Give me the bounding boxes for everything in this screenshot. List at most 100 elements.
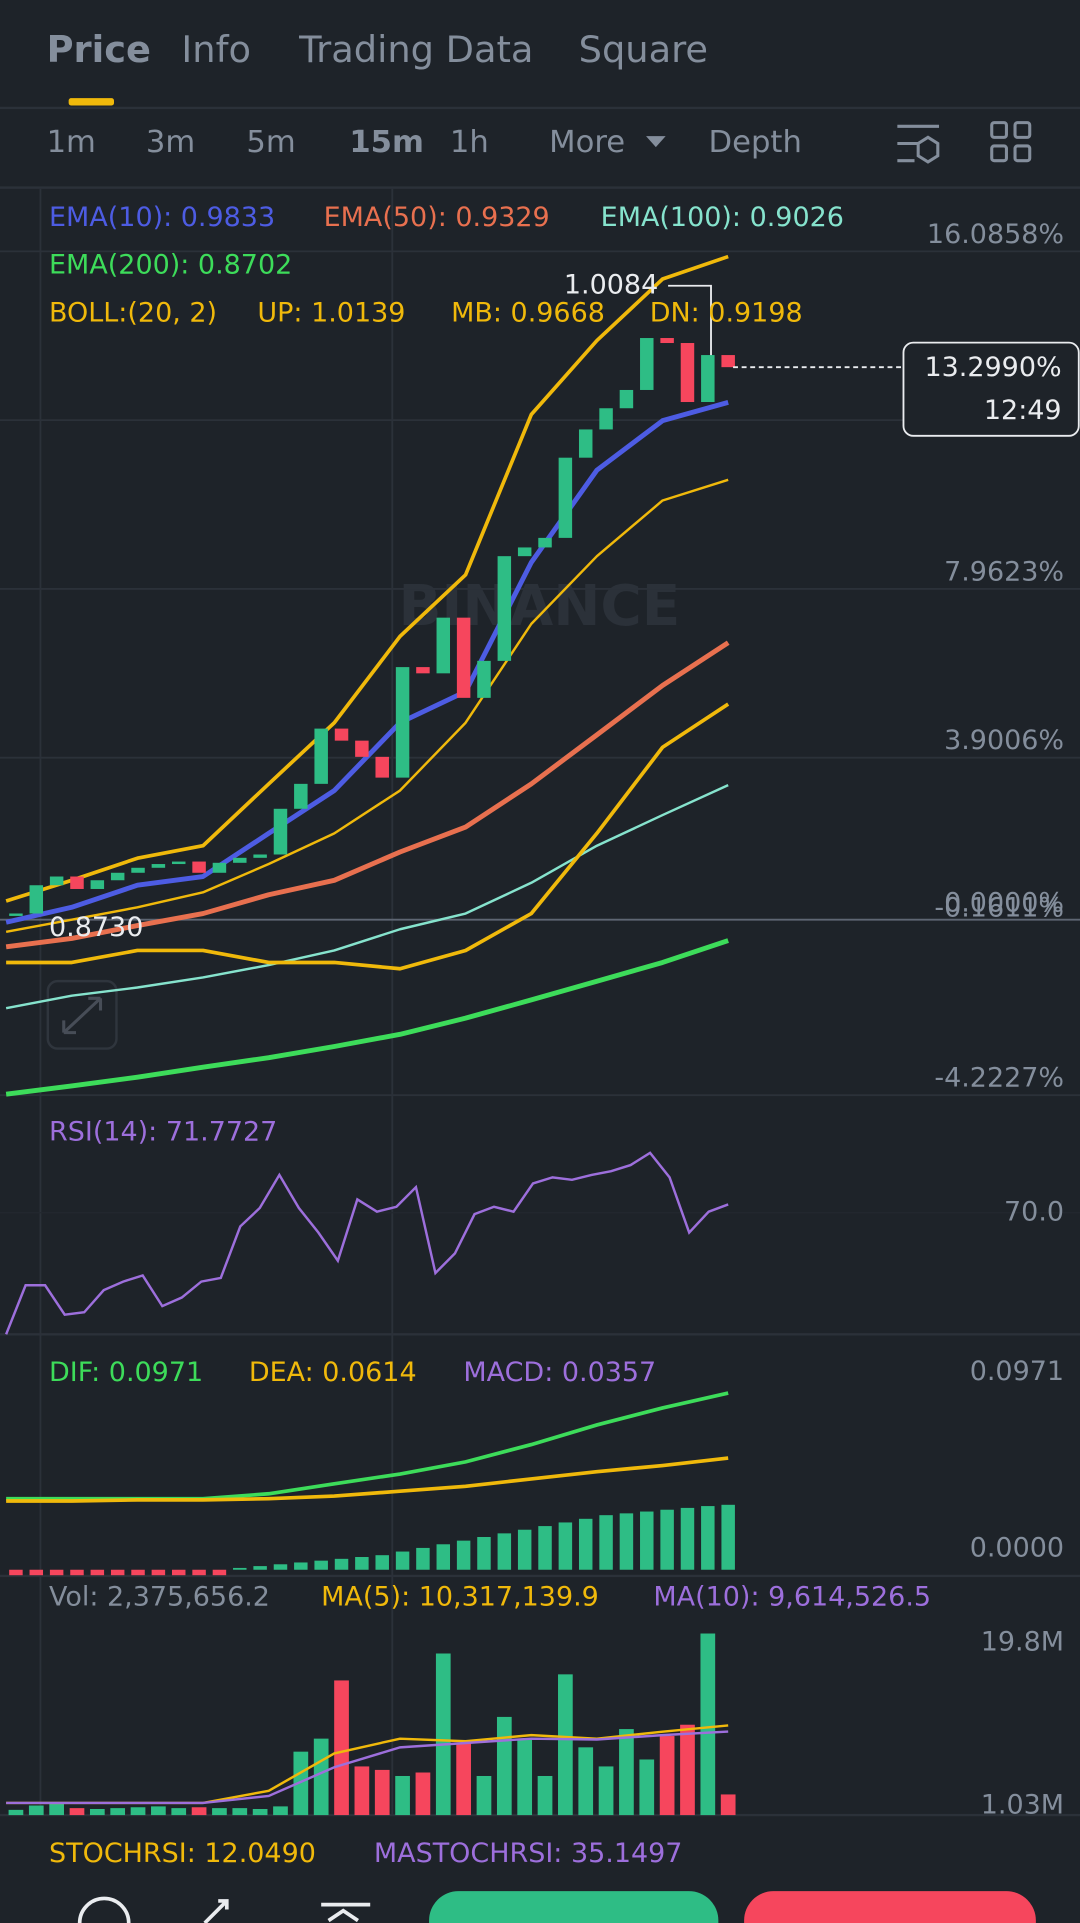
- legend-entry: DEA: 0.0614: [249, 1357, 417, 1388]
- volume-bar: [496, 1716, 512, 1816]
- chart-settings-icon[interactable]: [897, 124, 940, 164]
- macd-bar: [416, 1547, 430, 1570]
- macd-bar: [110, 1569, 125, 1576]
- sell-button[interactable]: [744, 1891, 1036, 1923]
- macd-bar: [253, 1566, 267, 1570]
- high-marker-line: [668, 284, 712, 356]
- volume-bar: [232, 1808, 248, 1816]
- y-tick-label: 1.03M: [981, 1790, 1064, 1821]
- candle: [619, 389, 634, 409]
- candle: [477, 660, 491, 698]
- y-tick-label: 0.0000%: [944, 887, 1064, 918]
- macd-bar: [375, 1555, 389, 1570]
- macd-bar: [680, 1507, 695, 1570]
- candle: [660, 338, 674, 344]
- candle: [456, 617, 471, 698]
- tab[interactable]: Info: [181, 28, 251, 71]
- volume-bar: [212, 1808, 227, 1816]
- legend-entry: Vol: 2,375,656.2: [49, 1581, 270, 1612]
- candle: [436, 617, 451, 674]
- macd-bar: [334, 1558, 349, 1570]
- macd-bar: [314, 1560, 328, 1570]
- candle: [375, 756, 389, 778]
- expand-button[interactable]: [46, 979, 118, 1050]
- timeframe[interactable]: 1m: [47, 125, 96, 160]
- candle: [253, 854, 267, 858]
- tab[interactable]: Price: [47, 28, 151, 71]
- macd-line: [6, 1456, 729, 1503]
- volume-bar: [191, 1807, 207, 1816]
- legend-entry: RSI(14): 71.7727: [49, 1117, 277, 1148]
- candle: [110, 872, 125, 881]
- legend-entry: MA(10): 9,614,526.5: [653, 1581, 931, 1612]
- volume-bar: [89, 1808, 105, 1816]
- timeframe[interactable]: 1h: [450, 125, 489, 160]
- macd-bar: [29, 1569, 44, 1576]
- volume-bar: [313, 1738, 329, 1816]
- candle: [334, 728, 349, 741]
- volume-bar: [273, 1806, 288, 1816]
- candle: [29, 885, 44, 914]
- y-tick-label: -4.2227%: [934, 1063, 1064, 1094]
- macd-bar: [70, 1569, 84, 1576]
- candle: [273, 808, 288, 855]
- y-tick-label: 0.0971: [970, 1356, 1064, 1387]
- macd-bar: [395, 1551, 410, 1570]
- legend-entry: STOCHRSI: 12.0490: [49, 1838, 316, 1869]
- timeframe[interactable]: Depth: [709, 125, 802, 160]
- macd-bar: [660, 1509, 674, 1570]
- y-tick-label: 0.0000: [970, 1532, 1064, 1563]
- layout-grid-icon[interactable]: [990, 121, 1032, 163]
- y-tick-label: 70.0: [1004, 1196, 1064, 1227]
- volume-bar: [435, 1653, 451, 1816]
- tab[interactable]: Trading Data: [298, 28, 533, 71]
- candle: [517, 547, 532, 557]
- volume-bar: [598, 1766, 614, 1816]
- macd-bar: [701, 1506, 715, 1570]
- volume-bar: [415, 1772, 431, 1816]
- volume-bar: [49, 1802, 64, 1816]
- legend-entry: MACD: 0.0357: [463, 1357, 656, 1388]
- timeframe[interactable]: 5m: [246, 125, 295, 160]
- alert-icon[interactable]: [321, 1902, 371, 1923]
- chat-icon[interactable]: [77, 1896, 131, 1923]
- volume-bar: [680, 1724, 695, 1816]
- y-tick-label: 3.9006%: [944, 725, 1064, 756]
- legend-entry: DIF: 0.0971: [49, 1357, 203, 1388]
- legend-entry: MB: 0.9668: [451, 297, 605, 328]
- macd-bar: [497, 1533, 512, 1570]
- macd-bar: [599, 1515, 613, 1570]
- buy-button[interactable]: [429, 1891, 719, 1923]
- candle: [314, 728, 328, 784]
- macd-bar: [9, 1569, 23, 1576]
- share-icon[interactable]: [203, 1899, 229, 1923]
- candle: [640, 338, 654, 390]
- tab[interactable]: Square: [579, 28, 708, 71]
- boll-line: [6, 702, 730, 971]
- bottom-bar: [0, 1866, 1080, 1923]
- timeframe[interactable]: More: [549, 125, 625, 160]
- macd-bar: [294, 1562, 308, 1570]
- timeframe[interactable]: 3m: [146, 125, 195, 160]
- macd-bar: [578, 1518, 593, 1570]
- legend-entry: MASTOCHRSI: 35.1497: [374, 1838, 683, 1869]
- volume-bar: [659, 1736, 675, 1816]
- price-annotation: 1.0084: [564, 269, 658, 300]
- y-tick-label: 19.8M: [981, 1627, 1064, 1658]
- price-annotation: 0.8730: [49, 912, 143, 943]
- candle: [151, 864, 166, 868]
- timeframe[interactable]: 15m: [349, 125, 424, 160]
- macd-bar: [90, 1569, 105, 1576]
- legend-entry: BOLL:(20, 2): [49, 297, 217, 328]
- volume-ma-line: [6, 1730, 729, 1805]
- volume-bar: [456, 1742, 471, 1816]
- macd-bar: [49, 1569, 64, 1576]
- candle: [355, 740, 369, 757]
- y-tick-label: 7.9623%: [944, 556, 1064, 587]
- candle: [721, 355, 735, 368]
- volume-bar: [619, 1729, 634, 1816]
- volume-bar: [110, 1808, 126, 1816]
- volume-bar: [517, 1738, 533, 1816]
